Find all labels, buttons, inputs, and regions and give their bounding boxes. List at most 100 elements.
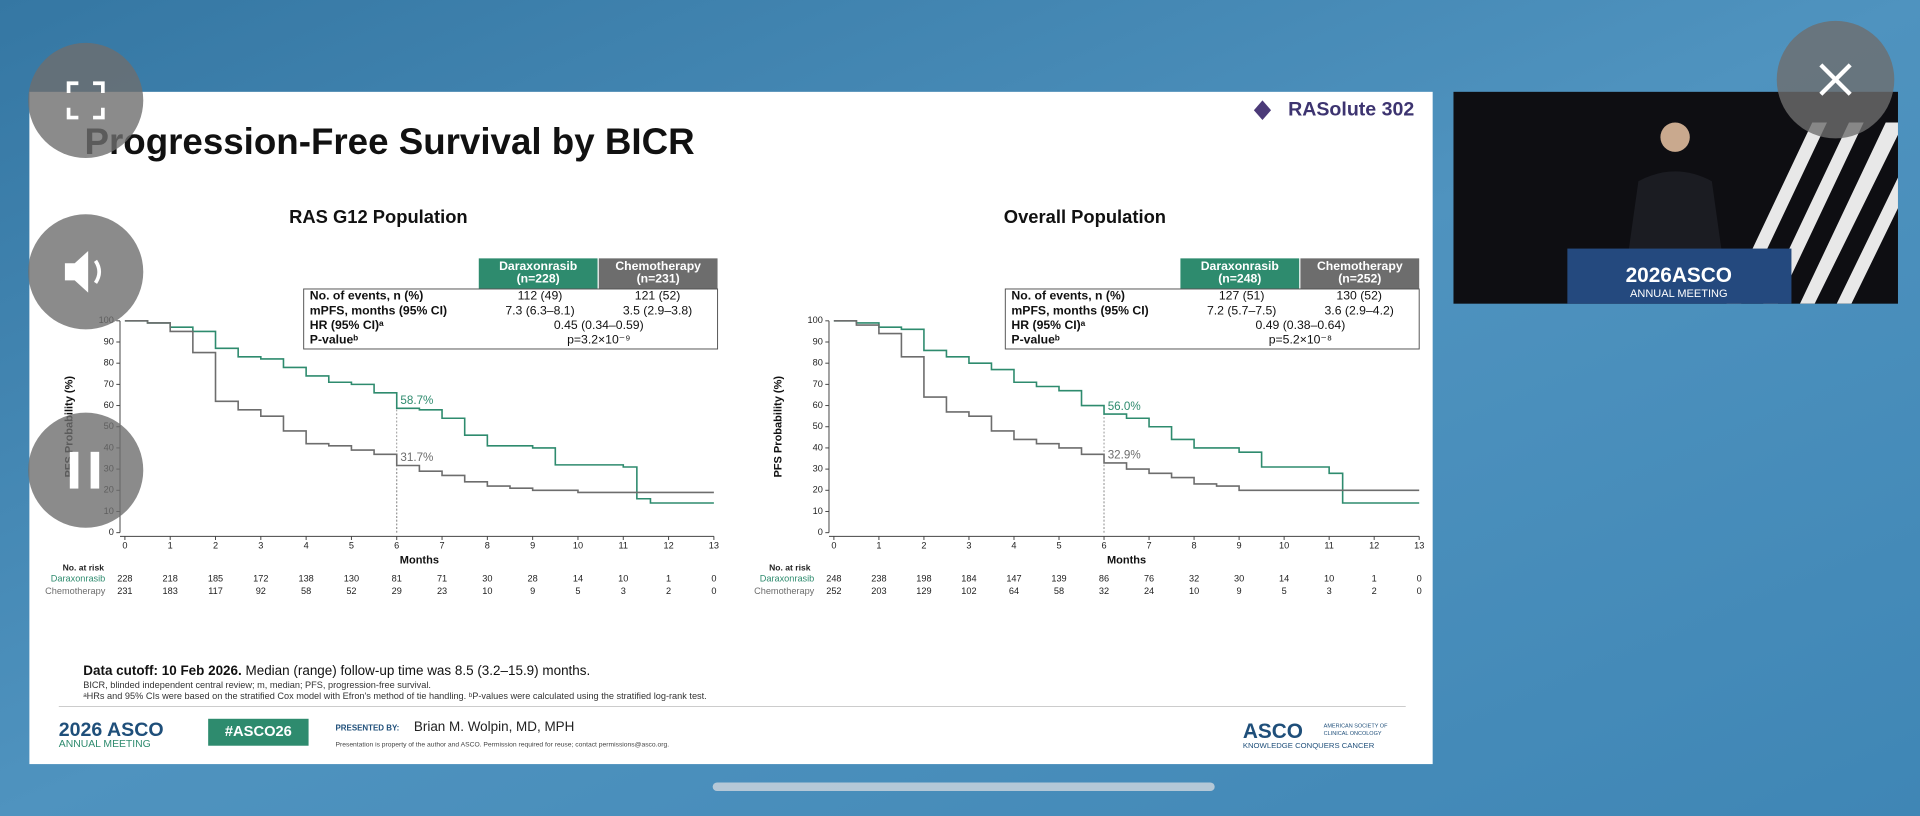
risk-value: 86 [1099,574,1109,584]
table-header-cell [1180,258,1300,289]
table-header-cell [1300,258,1420,289]
risk-value: 32 [1099,586,1109,596]
scrub-bar[interactable] [712,782,1215,792]
table-header: Chemotherapy [1317,259,1403,273]
table-header-cell [598,258,718,289]
risk-value: 3 [621,586,626,596]
risk-value: 218 [163,574,178,584]
table-row-label: HR (95% CI)ᵃ [1011,318,1085,332]
risk-value: 10 [482,586,492,596]
y-tick-label: 90 [813,336,823,346]
risk-value: 0 [1417,574,1422,584]
y-tick-label: 60 [813,400,823,410]
risk-value: 198 [916,574,931,584]
y-tick-label: 80 [813,358,823,368]
risk-value: 248 [826,574,841,584]
x-tick-label: 13 [1414,541,1424,551]
permission: Presentation is property of the author a… [336,741,670,748]
x-tick-label: 8 [485,541,490,551]
x-axis-label: Months [1107,555,1146,567]
risk-value: 10 [618,574,628,584]
table-header: Chemotherapy [615,259,701,273]
annotation: 31.7% [400,451,433,464]
x-tick-label: 1 [876,541,881,551]
volume-button[interactable] [28,214,144,330]
chart: Overall Population0102030405060708090100… [754,206,1424,596]
table-row-label: P-valueᵇ [310,333,359,347]
risk-value: 14 [1279,574,1289,584]
x-tick-label: 6 [1101,541,1106,551]
hashtag: #ASCO26 [225,724,292,740]
x-tick-label: 13 [709,541,719,551]
x-tick-label: 2 [921,541,926,551]
risk-value: 0 [1417,586,1422,596]
table-header: (n=252) [1338,271,1381,285]
risk-value: 138 [298,574,313,584]
chart-title: Overall Population [1004,206,1166,227]
x-tick-label: 4 [1011,541,1016,551]
y-tick-label: 60 [104,400,114,410]
risk-table-label: No. at risk [63,562,105,572]
table-cell: 3.6 (2.9–4.2) [1325,303,1394,317]
risk-row-name: Chemotherapy [45,586,106,596]
note: ᵃHRs and 95% CIs were based on the strat… [83,691,706,701]
y-tick-label: 0 [109,527,114,537]
fullscreen-button[interactable] [28,42,144,158]
x-tick-label: 0 [831,541,836,551]
y-tick-label: 0 [818,527,823,537]
x-tick-label: 9 [1237,541,1242,551]
risk-value: 30 [482,574,492,584]
table-cell: p=5.2×10⁻⁸ [1269,333,1332,347]
risk-value: 10 [1324,574,1334,584]
slide-title: Progression-Free Survival by BICR [84,121,694,162]
asco-tagline: KNOWLEDGE CONQUERS CANCER [1243,741,1375,750]
table-cell: 0.45 (0.34–0.59) [554,318,644,332]
x-tick-label: 4 [304,541,309,551]
risk-value: 64 [1009,586,1019,596]
speaker-head [1660,122,1690,152]
y-tick-label: 40 [813,442,823,452]
table-body [303,288,719,350]
risk-value: 1 [1372,574,1377,584]
survival-curve [124,320,714,504]
risk-value: 185 [208,574,223,584]
x-tick-label: 3 [966,541,971,551]
risk-value: 71 [437,574,447,584]
risk-value: 117 [208,586,223,596]
cutoff-label: Data cutoff: 10 Feb 2026. [83,663,242,678]
close-button[interactable] [1776,20,1895,139]
meeting-logo: 2026 ASCO [59,719,164,741]
risk-value: 0 [711,574,716,584]
x-tick-label: 9 [530,541,535,551]
x-tick-label: 5 [1056,541,1061,551]
risk-value: 3 [1327,586,1332,596]
y-tick-label: 90 [104,336,114,346]
y-tick-label: 30 [813,464,823,474]
risk-value: 23 [437,586,447,596]
table-header-cell [478,258,598,289]
y-tick-label: 70 [104,379,114,389]
y-axis-label: PFS Probability (%) [773,376,785,478]
risk-value: 130 [344,574,359,584]
x-tick-label: 11 [1324,541,1334,551]
cutoff: Data cutoff: 10 Feb 2026. Median (range)… [83,663,590,678]
risk-value: 183 [163,586,178,596]
asco-logo: ASCO [1243,720,1303,743]
x-tick-label: 8 [1192,541,1197,551]
risk-value: 5 [1282,586,1287,596]
asco-name: CLINICAL ONCOLOGY [1324,731,1382,737]
risk-value: 28 [528,574,538,584]
pause-button[interactable] [28,412,144,528]
y-tick-label: 20 [813,485,823,495]
risk-value: 14 [573,574,583,584]
y-tick-label: 50 [813,421,823,431]
annotation: 32.9% [1108,449,1141,462]
risk-value: 24 [1144,586,1154,596]
x-tick-label: 11 [619,541,629,551]
table-cell: 7.3 (6.3–8.1) [505,303,574,317]
x-tick-label: 3 [258,541,263,551]
table-header: (n=228) [517,271,560,285]
risk-value: 228 [117,574,132,584]
risk-value: 0 [711,586,716,596]
